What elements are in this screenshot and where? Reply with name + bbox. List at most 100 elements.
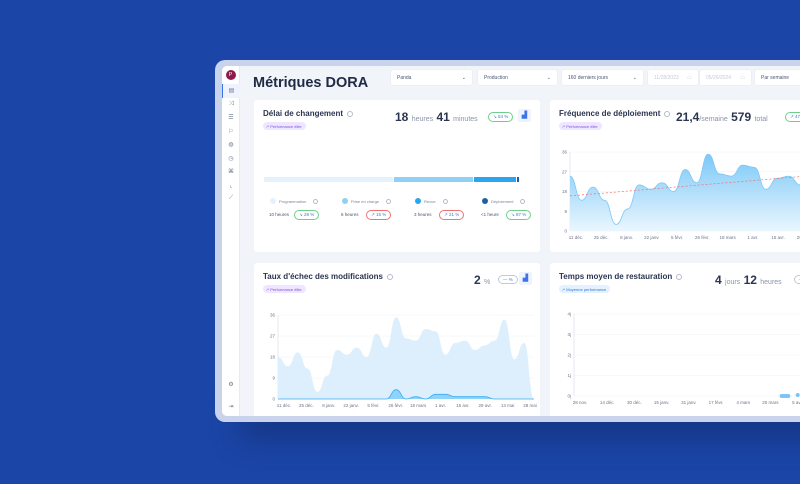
stage-legend-item: Prise en charge [342,198,392,204]
x-tick-label: 4 mars [736,400,751,405]
performance-badge: ⁄ⁿ Performance élite [263,122,306,130]
info-icon[interactable] [387,273,394,280]
x-tick-label: 1 avr. [747,235,758,240]
wand-icon[interactable]: ⟋ [228,195,234,202]
mttr-value: 4 jours 12 heures [715,273,782,287]
stage-value: <1 heure [481,212,499,217]
y-tick-label: 9 [564,209,567,214]
info-icon[interactable] [664,110,671,117]
y-tick-label: 9 [272,376,275,381]
integrations-icon[interactable]: ⌘ [228,169,234,176]
stage-segment [516,177,520,182]
stage-color-dot [342,198,348,204]
x-tick-label: 13 mai [501,403,515,408]
package-icon[interactable]: ◍ [228,142,234,149]
info-icon[interactable] [386,198,392,204]
stage-label: Revue [424,198,436,204]
end-date-input[interactable]: 05/26/2024 ▭ [700,70,751,85]
x-tick-label: 29 avr. [479,403,493,408]
y-tick-label: 0 [272,397,275,402]
x-tick-label: 25 déc. [594,235,609,240]
x-tick-label: 22 janv. [343,403,358,408]
failure-rate-card: Taux d'échec des modifications ⁄ⁿ Perfor… [254,263,540,416]
x-tick-label: 5 févr. [367,403,379,408]
trend-pill: — [794,275,800,284]
performance-badge: ⁄ⁿ Performance élite [559,122,602,130]
card-title: Fréquence de déploiement [559,109,661,118]
chevron-down-icon: ⌄ [632,74,637,81]
chevron-down-icon: ⌄ [546,74,551,81]
performance-badge: ⁄ⁿ Performance élite [263,285,306,293]
info-icon[interactable] [313,198,319,204]
y-tick-label: 3j [567,332,571,337]
y-tick-label: 18 [562,189,568,194]
stage-value: 10 heures [269,212,290,217]
stage-color-dot [270,198,276,204]
lead-time-card: Délai de changement ⁄ⁿ Performance élite… [254,100,540,252]
failure-series-line [278,389,534,400]
environment-select[interactable]: Production ⌄ [478,70,557,85]
card-title: Temps moyen de restauration [559,272,673,281]
stage-bar [264,177,530,182]
background-series-area [278,317,534,399]
performance-badge: ⁄ⁿ Moyenne performance [559,285,611,293]
server-icon[interactable]: ☰ [228,115,234,122]
x-tick-label: 15 avr. [456,403,470,408]
card-title: Taux d'échec des modifications [263,272,384,281]
card-title: Délai de changement [263,109,344,118]
device-frame: P ▤ ⤨ ☰ ⚐ ◍ ◷ ⌘ ⌞ ⟋ ⚙ ⇥ Métriques DORA P… [215,60,800,422]
chart-toggle-button[interactable]: ▟ [519,272,532,285]
info-icon[interactable] [676,273,683,280]
stage-legend-item: Revue [415,198,448,204]
app-screen: P ▤ ⤨ ☰ ⚐ ◍ ◷ ⌘ ⌞ ⟋ ⚙ ⇥ Métriques DORA P… [222,66,800,416]
x-tick-label: 15 avr. [771,235,785,240]
y-tick-label: 18 [270,355,276,360]
chart-icon[interactable]: ⌞ [229,182,233,189]
chart-toggle-button[interactable]: ▟ [518,109,531,122]
x-tick-label: 17 févr. [709,400,724,405]
start-date-value: 11/28/2023 [654,74,679,81]
info-icon[interactable] [347,110,354,117]
team-select[interactable]: Panda ⌄ [391,70,472,85]
avatar[interactable]: P [225,70,236,80]
flag-icon[interactable]: ⚐ [228,128,234,135]
collapse-icon[interactable]: ⇥ [228,404,234,411]
x-tick-label: 8 janv. [322,403,335,408]
clock-icon[interactable]: ◷ [228,155,234,162]
stage-legend-item: Déploiement [482,198,526,204]
stage-segment [264,177,393,182]
git-merge-icon[interactable]: ⤨ [228,100,234,107]
stage-value: 3 heures [414,212,432,217]
scatter-point [786,394,791,398]
trend-pill: — % [498,275,518,284]
period-value: 160 derniers jours [568,74,609,81]
trend-pill: ↘ 54 % [488,112,514,122]
x-tick-label: 28 nov. [573,400,587,405]
stage-label: Programmation [279,198,307,204]
stage-legend-item: Programmation [270,198,319,204]
sidebar: P ▤ ⤨ ☰ ⚐ ◍ ◷ ⌘ ⌞ ⟋ ⚙ ⇥ [222,66,240,416]
stage-label: Déploiement [491,198,514,204]
stage-trend-pill: ↗ 21 % [439,210,465,220]
stage-color-dot [415,198,421,204]
granularity-select[interactable]: Par semaine⌄ [755,70,800,85]
deploy-frequency-value: 21,4/semaine 579 total [676,110,768,124]
x-tick-label: 29 avr. [797,235,800,240]
stage-trend-pill: ↘ 87 % [506,210,532,220]
info-icon[interactable] [442,198,448,204]
stage-color-dot [482,198,488,204]
dashboard-icon[interactable]: ▤ [222,84,240,98]
info-icon[interactable] [520,198,526,204]
start-date-input[interactable]: 11/28/2023 ▭ [648,70,698,85]
x-tick-label: 1 avr. [435,403,446,408]
settings-icon[interactable]: ⚙ [228,382,234,389]
calendar-icon: ▭ [687,74,692,81]
x-tick-label: 28 mai [523,403,537,408]
period-select[interactable]: 160 derniers jours ⌄ [562,70,643,85]
x-tick-label: 15 janv. [654,400,669,405]
deploy-frequency-chart: 36 27 18 9 011 déc. 25 déc. 8 janv. 22 janv. 5 f… [562,150,800,240]
x-tick-label: 11 déc. [569,235,583,240]
environment-value: Production [484,74,508,81]
lead-time-value: 18 heures 41 minutes [395,110,478,124]
